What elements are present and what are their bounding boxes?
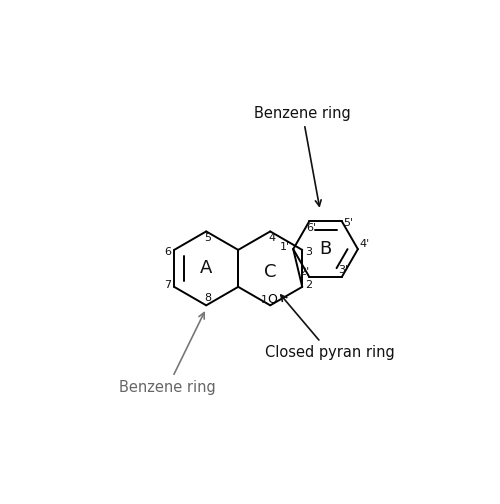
Text: Benzene ring: Benzene ring <box>254 106 351 206</box>
Text: O: O <box>267 293 276 306</box>
Text: 1: 1 <box>262 295 268 305</box>
Text: 5: 5 <box>204 233 211 243</box>
Text: Closed pyran ring: Closed pyran ring <box>264 295 394 360</box>
Text: 4': 4' <box>360 239 370 249</box>
Text: 3: 3 <box>306 247 312 257</box>
Text: 2': 2' <box>299 267 309 277</box>
Text: 2: 2 <box>306 280 312 290</box>
Text: C: C <box>264 263 276 281</box>
Text: 6: 6 <box>164 247 171 257</box>
Text: 4: 4 <box>268 233 276 243</box>
Text: 7: 7 <box>164 280 171 290</box>
Text: 5': 5' <box>344 218 353 228</box>
Text: A: A <box>200 260 212 277</box>
Text: B: B <box>320 240 332 258</box>
Text: 6': 6' <box>306 223 316 233</box>
Text: 3': 3' <box>338 265 348 275</box>
Text: Benzene ring: Benzene ring <box>120 312 216 395</box>
Text: 8: 8 <box>204 293 212 303</box>
Text: 1': 1' <box>280 242 290 252</box>
